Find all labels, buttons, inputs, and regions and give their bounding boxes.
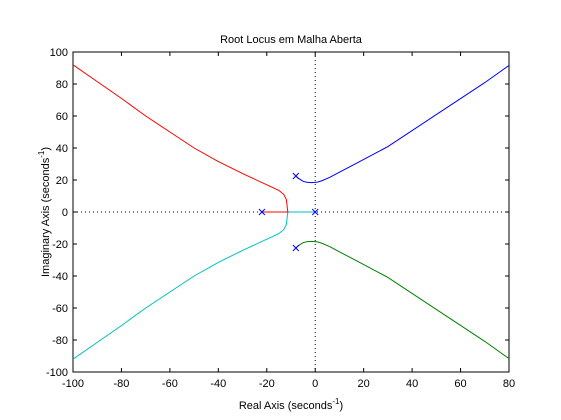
x-tick-label: -100 (62, 378, 84, 390)
x-tick-label: 40 (406, 378, 418, 390)
y-tick-label: -40 (52, 271, 68, 283)
pole-marker-stroke (311, 208, 319, 216)
y-tick-label: 40 (56, 143, 68, 155)
x-tick-label: 20 (358, 378, 370, 390)
x-tick-labels: -100 -80 -60 -40 -20 0 20 40 60 80 (62, 378, 515, 390)
y-tick-label: 100 (50, 47, 68, 59)
x-axis-label-text: Real Axis (seconds (239, 400, 333, 412)
y-tick-label: 60 (56, 111, 68, 123)
y-axis-label-text: Imaginary Axis (seconds (40, 157, 52, 277)
x-tick-label: -20 (259, 378, 275, 390)
pole-marker-1 (292, 172, 300, 180)
x-axis-label-exponent: -1 (332, 397, 340, 406)
locus-branch-3 (72, 211, 316, 360)
y-axis-label-exponent: -1 (37, 150, 46, 158)
y-tick-label: -100 (46, 367, 68, 379)
x-tick-label: 60 (454, 378, 466, 390)
x-axis-label-close: ) (340, 400, 344, 412)
plot-area (72, 51, 510, 373)
pole-marker-stroke (292, 244, 300, 252)
y-axis-label-close: ) (40, 147, 52, 151)
y-axis-label: Imaginary Axis (seconds-1) (37, 147, 52, 277)
x-tick-label: -40 (210, 378, 226, 390)
x-tick-label: -60 (162, 378, 178, 390)
locus-branches (72, 64, 510, 360)
x-tick-label: 0 (312, 378, 318, 390)
y-tick-label: 20 (56, 175, 68, 187)
y-tick-label: -20 (52, 239, 68, 251)
locus-branch-2 (295, 240, 510, 360)
y-tick-labels: -100 -80 -60 -40 -20 0 20 40 60 80 100 (46, 47, 68, 379)
x-tick-label: -80 (113, 378, 129, 390)
locus-branch-4 (72, 64, 289, 213)
y-tick-label: -80 (52, 335, 68, 347)
pole-marker-stroke (292, 172, 300, 180)
axis-ticks (72, 51, 510, 373)
y-tick-label: -60 (52, 303, 68, 315)
y-tick-label: 0 (62, 207, 68, 219)
pole-marker-2 (292, 244, 300, 252)
chart-title: Root Locus em Malha Aberta (220, 34, 363, 46)
y-tick-label: 80 (56, 79, 68, 91)
x-tick-label: 80 (503, 378, 515, 390)
pole-marker-stroke (258, 208, 266, 216)
open-loop-poles (258, 172, 319, 252)
x-axis-label: Real Axis (seconds-1) (239, 397, 343, 412)
pole-marker-4 (311, 208, 319, 216)
pole-marker-3 (258, 208, 266, 216)
locus-branch-1 (295, 64, 510, 184)
